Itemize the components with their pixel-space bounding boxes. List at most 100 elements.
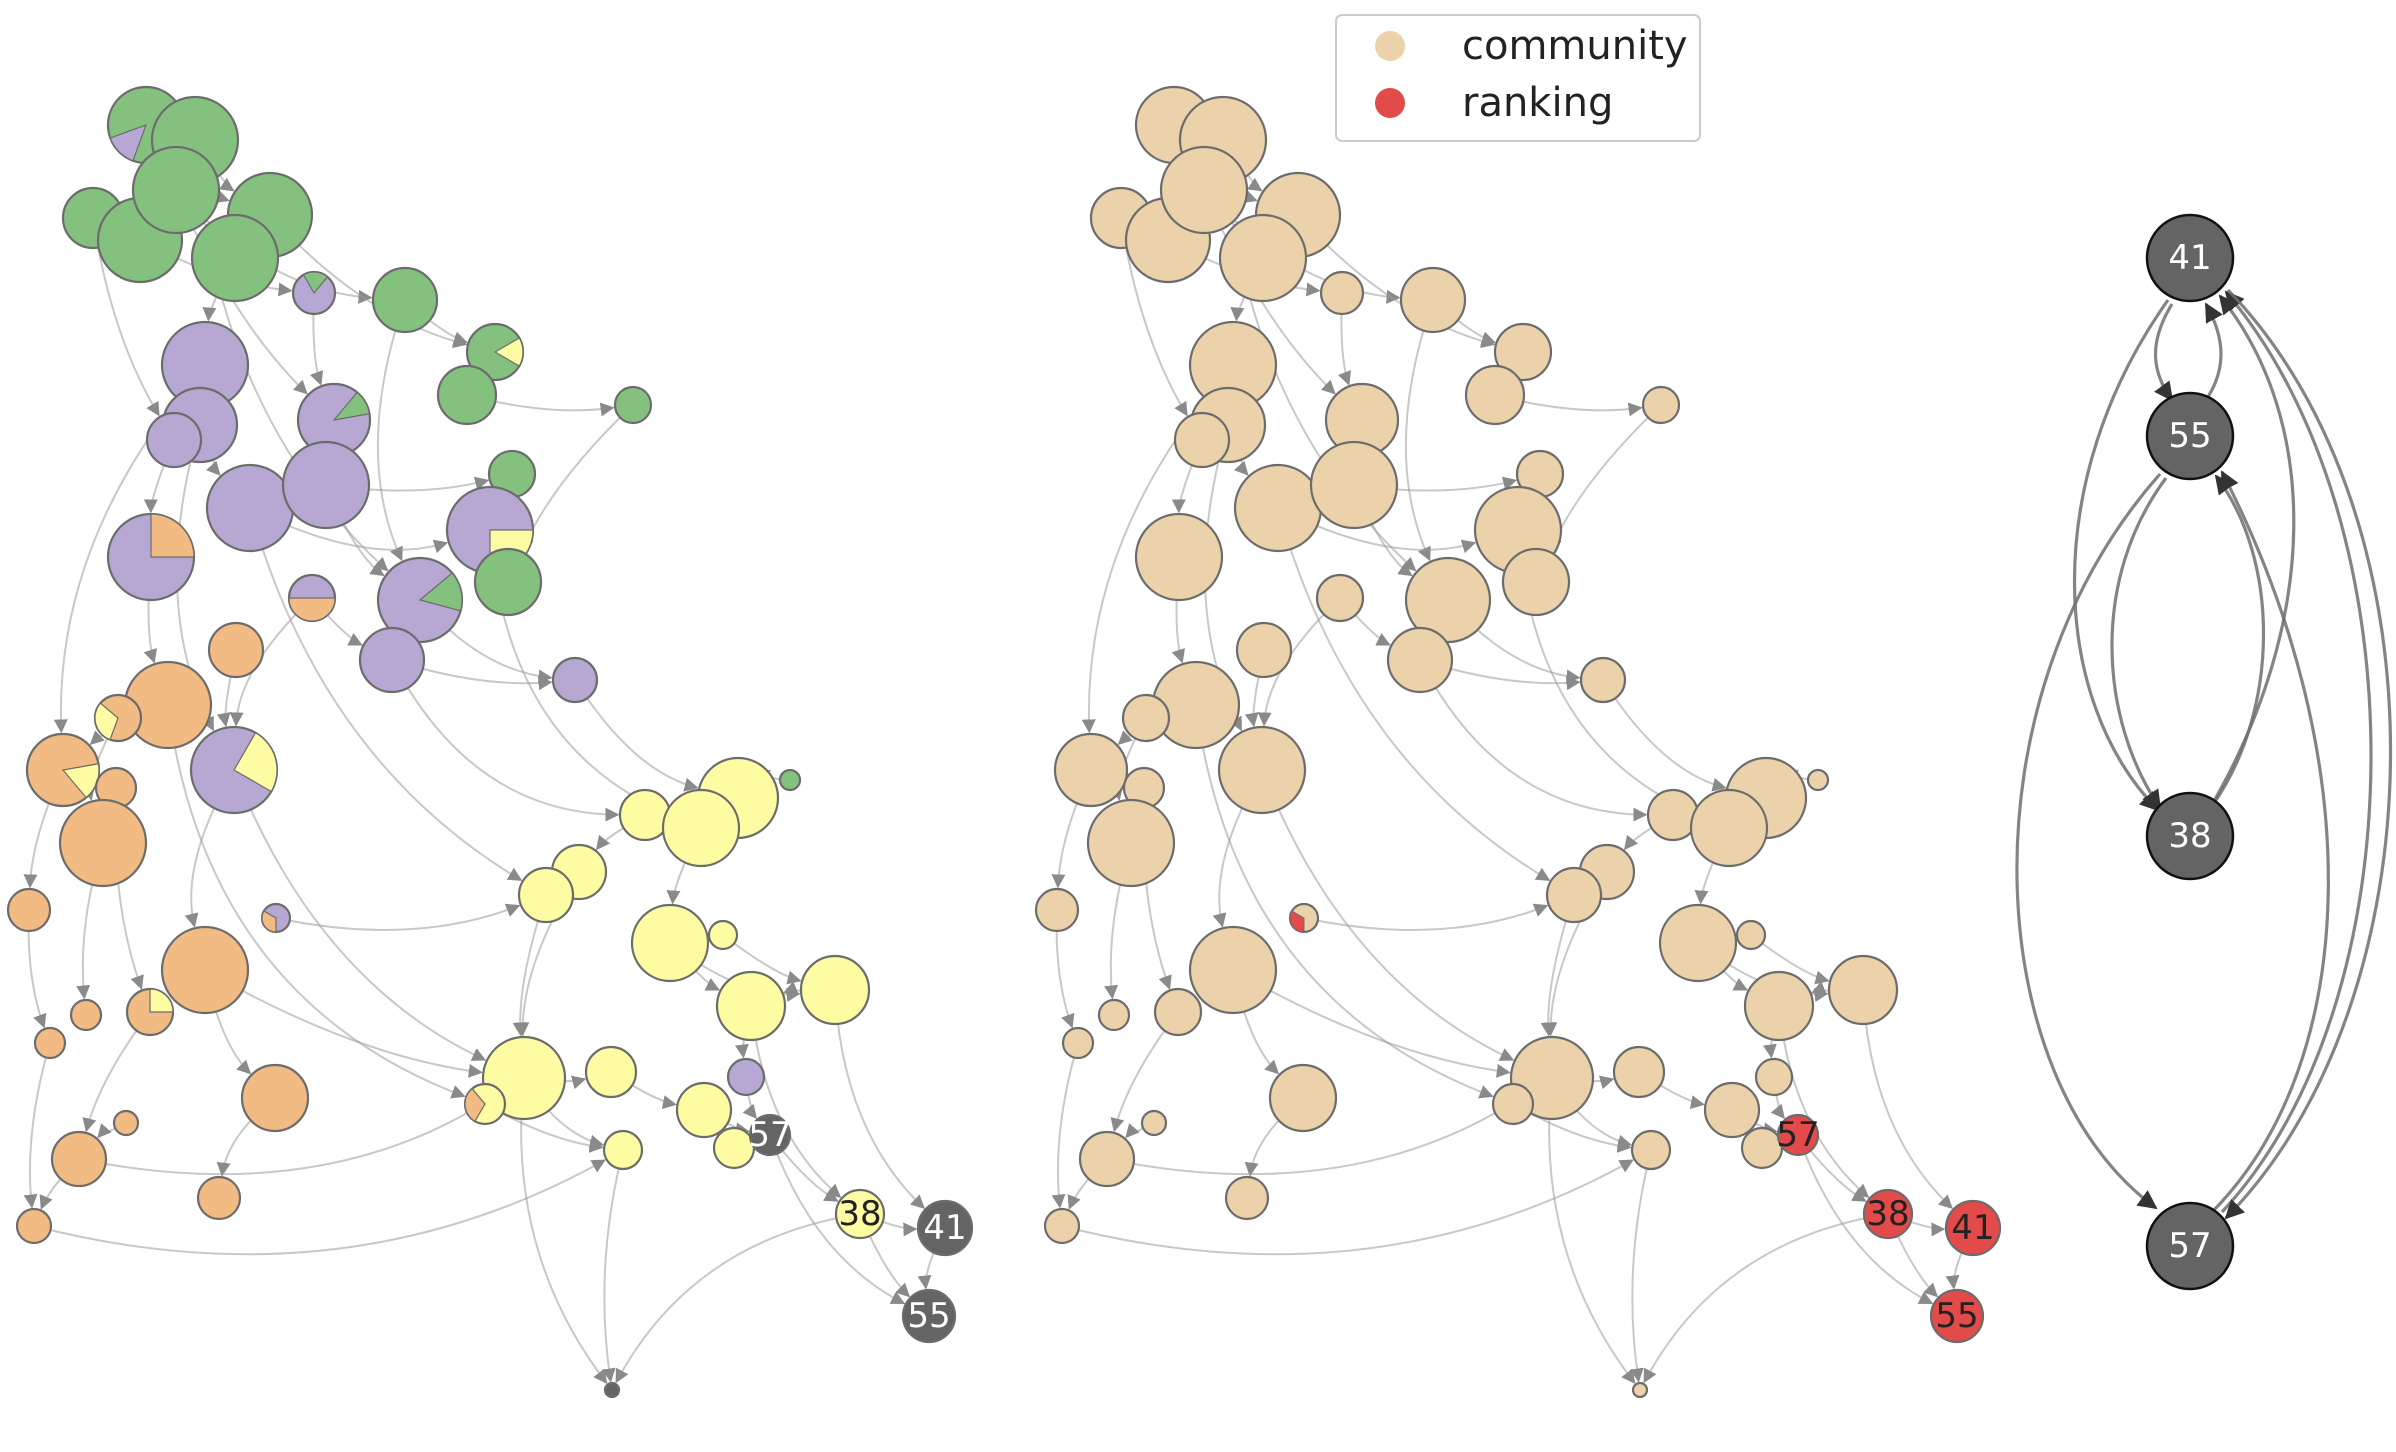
- edges-left: [23, 124, 946, 1384]
- network-node: [707, 919, 739, 951]
- network-node: [436, 364, 498, 426]
- edge-55-38: [2110, 477, 2168, 810]
- network-edge: [204, 969, 483, 1078]
- network-edge: [1419, 659, 1648, 822]
- node-label-41: 41: [1951, 1208, 1994, 1248]
- network-node: [207, 621, 265, 679]
- network-node: [1776, 1113, 1820, 1157]
- network-node: [145, 411, 203, 469]
- network-node: [1658, 903, 1738, 983]
- network-node: [1188, 925, 1278, 1015]
- network-node: [1053, 732, 1129, 808]
- edge-57-41: [2220, 290, 2373, 1214]
- legend-marker-community: [1375, 31, 1405, 61]
- panel-community-ranking: 57 38 41 55: [1034, 85, 2002, 1399]
- network-node: [1491, 1082, 1535, 1126]
- edges-middle: [1051, 124, 1974, 1384]
- network-node: [1034, 887, 1080, 933]
- network-node: [1631, 1381, 1649, 1399]
- network-node: [1159, 145, 1249, 235]
- network-node: [1404, 556, 1492, 644]
- ranking-node-57-label: 57: [2168, 1226, 2211, 1266]
- node-pie-slice: [150, 513, 195, 558]
- network-edge: [1404, 299, 1434, 562]
- network-node: [778, 768, 802, 792]
- network-node: [371, 266, 439, 334]
- network-edge: [167, 704, 466, 1099]
- network-edge: [1051, 1042, 1079, 1209]
- network-edge: [23, 1042, 51, 1209]
- ranking-nodes: 41 55 38 57: [2145, 213, 2235, 1291]
- node-label-55: 55: [1935, 1296, 1978, 1336]
- edge-55-57: [2015, 472, 2162, 1210]
- edge-41-55: [2154, 303, 2174, 402]
- network-edge: [78, 1100, 489, 1176]
- network-node: [6, 887, 52, 933]
- ranking-node-41-label: 41: [2168, 238, 2211, 278]
- network-node: [551, 656, 599, 704]
- network-node: [1134, 512, 1224, 602]
- network-edge: [1277, 507, 1551, 882]
- network-node: [726, 1057, 766, 1097]
- network-node: [1630, 1129, 1672, 1171]
- legend-label-community: community: [1462, 23, 1688, 69]
- network-node: [1097, 998, 1131, 1032]
- panel-ranking-subgraph: 41 55 38 57: [2015, 213, 2393, 1291]
- ranking-edges: [2015, 288, 2393, 1220]
- network-node: [1173, 411, 1231, 469]
- network-node: [1862, 1188, 1914, 1240]
- network-node: [1043, 1207, 1081, 1245]
- node-pie-slice: [302, 271, 329, 295]
- network-edge: [33, 1159, 606, 1256]
- network-node: [1386, 626, 1454, 694]
- network-node: [281, 440, 371, 530]
- network-node: [1121, 693, 1171, 743]
- node-label-55: 55: [907, 1296, 950, 1336]
- nodes-middle: 57 38 41 55: [1034, 85, 2002, 1399]
- node-pie-slice: [1289, 910, 1305, 933]
- network-node: [1929, 1288, 1985, 1344]
- network-edge: [1106, 1100, 1517, 1176]
- network-node: [1319, 270, 1365, 316]
- node-label-41: 41: [923, 1208, 966, 1248]
- network-edge: [1061, 1159, 1634, 1256]
- network-node: [15, 1207, 53, 1245]
- network-node: [834, 1188, 886, 1240]
- network-node: [1399, 266, 1467, 334]
- network-node: [1235, 621, 1293, 679]
- network-edge: [1303, 903, 1549, 931]
- ranking-node-57: [2145, 1201, 2235, 1291]
- edge-38-55: [2210, 474, 2266, 807]
- legend-marker-ranking: [1375, 88, 1405, 118]
- network-edge: [1232, 969, 1511, 1078]
- network-node: [613, 385, 653, 425]
- network-node: [1061, 1026, 1095, 1060]
- node-pie-slice: [149, 988, 174, 1013]
- network-node: [1268, 1063, 1338, 1133]
- network-node: [630, 903, 710, 983]
- network-node: [33, 1026, 67, 1060]
- node-label-38: 38: [1866, 1194, 1909, 1234]
- network-node: [901, 1288, 957, 1344]
- network-node: [1501, 547, 1571, 617]
- network-edge: [834, 989, 925, 1210]
- network-node: [1827, 954, 1899, 1026]
- network-edge: [520, 404, 634, 552]
- network-node: [1641, 385, 1681, 425]
- network-node: [1217, 725, 1307, 815]
- network-node: [1743, 970, 1815, 1042]
- network-node: [1078, 1130, 1136, 1188]
- network-edge: [275, 903, 521, 931]
- edge-57-55: [2212, 470, 2330, 1212]
- legend: community ranking: [1335, 14, 1701, 142]
- network-node: [1086, 798, 1176, 888]
- node-pie-slice: [94, 702, 119, 741]
- network-node: [675, 1081, 733, 1139]
- node-pie-slice: [418, 572, 463, 612]
- network-node: [205, 463, 295, 553]
- network-node: [1140, 1109, 1168, 1137]
- network-node: [1218, 213, 1308, 303]
- network-node: [131, 145, 221, 235]
- network-edge: [1261, 769, 1515, 1061]
